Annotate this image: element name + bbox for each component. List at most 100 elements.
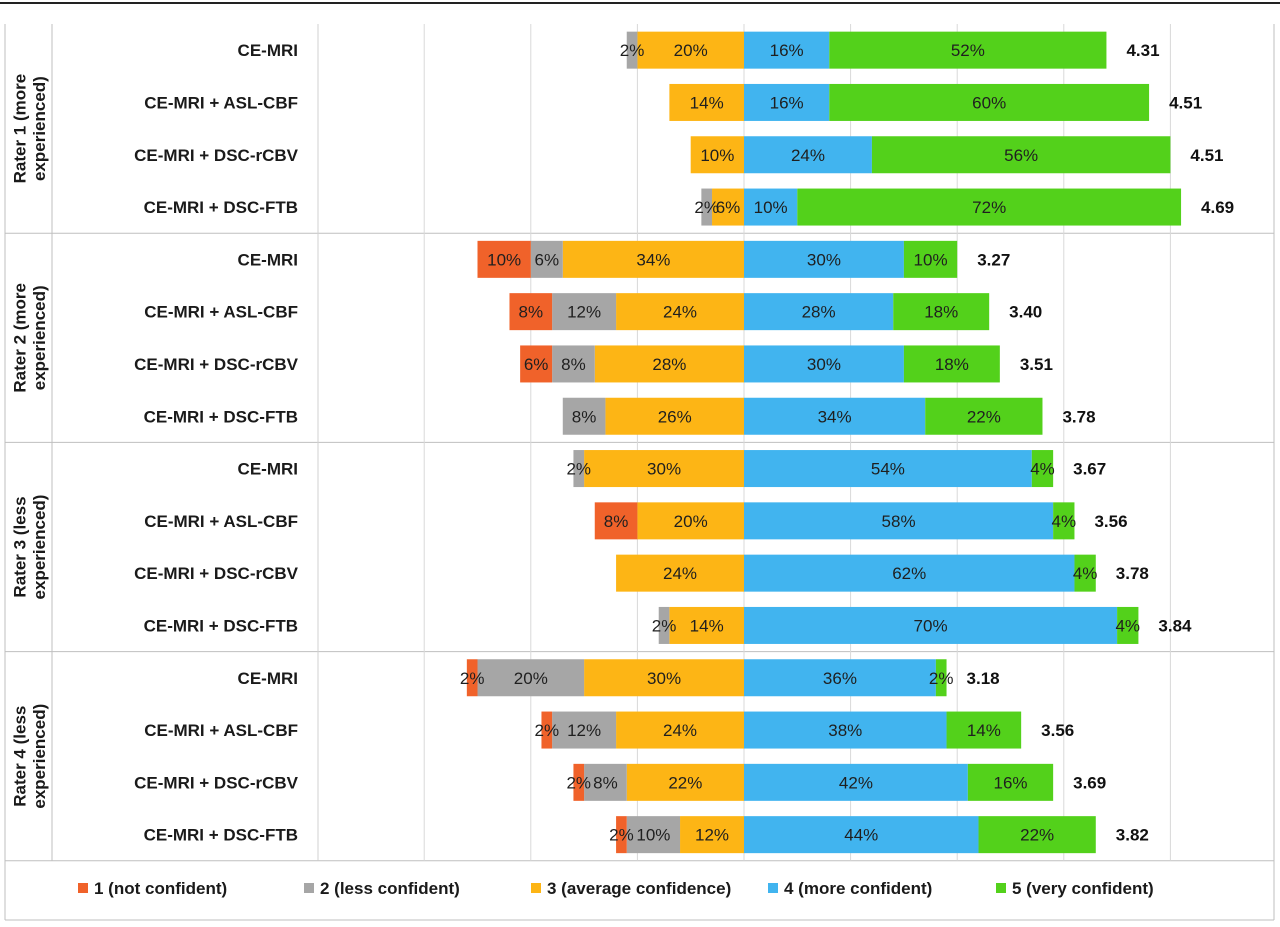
segment-value-label: 24% — [791, 146, 825, 165]
bar-segment-level-3 — [712, 188, 744, 226]
mean-score-label: 4.51 — [1169, 93, 1202, 112]
segment-value-label: 56% — [1004, 146, 1038, 165]
segment-value-label: 42% — [839, 773, 873, 792]
bar-segment-level-5 — [829, 31, 1107, 69]
bar-segment-level-4 — [744, 659, 936, 697]
segment-value-label: 24% — [663, 564, 697, 583]
bar-segment-level-5 — [1117, 606, 1139, 644]
category-label: CE-MRI + DSC-FTB — [144, 826, 298, 845]
mean-score-label: 3.56 — [1094, 512, 1127, 531]
bar-segment-level-2 — [626, 31, 638, 69]
segment-value-label: 30% — [647, 460, 681, 479]
mean-score-label: 4.31 — [1126, 41, 1159, 60]
segment-value-label: 10% — [914, 250, 948, 269]
category-label: CE-MRI + ASL-CBF — [144, 303, 298, 322]
bar-segment-level-2 — [626, 816, 681, 854]
legend-label: 3 (average confidence) — [547, 879, 731, 898]
rater-group-label: Rater 3 (lessexperienced) — [10, 495, 49, 600]
segment-value-label: 10% — [700, 146, 734, 165]
bar-segment-level-4 — [744, 763, 968, 801]
bar-segment-level-5 — [1074, 554, 1096, 592]
segment-value-label: 14% — [690, 93, 724, 112]
bar-segment-level-5 — [903, 240, 958, 278]
category-label: CE-MRI + DSC-rCBV — [134, 355, 299, 374]
bar-segment-level-2 — [530, 240, 563, 278]
legend-swatch-level-4 — [768, 883, 778, 893]
rater-group-labels: Rater 1 (moreexperienced) Rater 2 (moreex… — [10, 74, 49, 809]
bar-segment-level-3 — [594, 345, 744, 383]
bar-segment-level-1 — [573, 763, 585, 801]
bar-segment-level-4 — [744, 397, 926, 435]
bar-segment-level-3 — [584, 450, 744, 488]
bar-segment-level-4 — [744, 31, 830, 69]
bar-segment-level-2 — [477, 659, 585, 697]
segment-value-label: 2% — [535, 721, 560, 740]
segment-value-label: 4% — [1030, 460, 1055, 479]
segment-value-label: 6% — [535, 250, 560, 269]
segment-value-label: 54% — [871, 460, 905, 479]
bar-segment-level-2 — [701, 188, 713, 226]
segment-value-label: 24% — [663, 721, 697, 740]
segment-value-label: 6% — [716, 198, 741, 217]
mean-score-labels: 4.31 4.51 4.51 4.69 3.27 3.40 3.51 3.78 3.67 3.56… — [967, 41, 1235, 845]
segment-value-label: 18% — [924, 303, 958, 322]
category-labels: CE-MRI CE-MRI + ASL-CBF CE-MRI + DSC-rCBV C… — [134, 41, 299, 845]
bar-segment-level-4 — [744, 293, 894, 331]
category-label: CE-MRI + DSC-rCBV — [134, 146, 299, 165]
segment-value-label: 58% — [882, 512, 916, 531]
bar-segment-level-5 — [903, 345, 1000, 383]
segment-value-label: 14% — [690, 616, 724, 635]
bar-segment-level-3 — [626, 763, 744, 801]
segment-value-label: 10% — [754, 198, 788, 217]
bar-segment-level-4 — [744, 345, 904, 383]
legend-swatch-level-3 — [531, 883, 541, 893]
legend-swatch-level-2 — [304, 883, 314, 893]
bar-segment-level-5 — [925, 397, 1043, 435]
mean-score-label: 4.69 — [1201, 198, 1234, 217]
bar-segment-level-3 — [616, 293, 744, 331]
mean-score-label: 3.27 — [977, 250, 1010, 269]
bar-segment-level-5 — [797, 188, 1182, 226]
category-label: CE-MRI + DSC-FTB — [144, 616, 298, 635]
bar-segment-level-4 — [744, 502, 1054, 540]
mean-score-label: 3.51 — [1020, 355, 1053, 374]
segment-value-label: 20% — [674, 41, 708, 60]
segment-value-label: 2% — [694, 198, 719, 217]
segment-value-label: 24% — [663, 303, 697, 322]
legend-label: 4 (more confident) — [784, 879, 932, 898]
mean-score-label: 3.82 — [1116, 826, 1149, 845]
category-label: CE-MRI — [238, 41, 298, 60]
segment-value-label: 16% — [770, 93, 804, 112]
bar-segment-level-4 — [744, 554, 1075, 592]
segment-value-label: 4% — [1052, 512, 1077, 531]
segment-value-label: 44% — [844, 826, 878, 845]
segment-value-label: 28% — [802, 303, 836, 322]
category-label: CE-MRI + DSC-FTB — [144, 198, 298, 217]
segment-value-label: 4% — [1115, 616, 1140, 635]
bar-segment-level-2 — [573, 450, 585, 488]
bar-segment-level-5 — [935, 659, 947, 697]
segment-value-label: 30% — [807, 250, 841, 269]
bar-segment-level-3 — [690, 136, 744, 174]
segment-value-label: 18% — [935, 355, 969, 374]
mean-score-label: 3.18 — [967, 669, 1000, 688]
mean-score-label: 3.78 — [1116, 564, 1149, 583]
segment-value-label: 34% — [636, 250, 670, 269]
bar-segment-level-5 — [967, 763, 1054, 801]
segment-value-label: 16% — [770, 41, 804, 60]
mean-score-label: 3.67 — [1073, 460, 1106, 479]
bar-segment-level-3 — [584, 659, 744, 697]
bar-segment-level-2 — [562, 397, 606, 435]
bar-segment-level-5 — [946, 711, 1022, 749]
segment-value-label: 38% — [828, 721, 862, 740]
segment-value-label: 2% — [566, 460, 591, 479]
segment-value-label: 70% — [914, 616, 948, 635]
bar-segment-level-5 — [871, 136, 1171, 174]
segment-value-label: 10% — [487, 250, 521, 269]
bar-segment-level-2 — [552, 293, 617, 331]
legend-swatch-level-5 — [996, 883, 1006, 893]
segment-value-label: 2% — [566, 773, 591, 792]
bar-segment-level-5 — [1053, 502, 1075, 540]
